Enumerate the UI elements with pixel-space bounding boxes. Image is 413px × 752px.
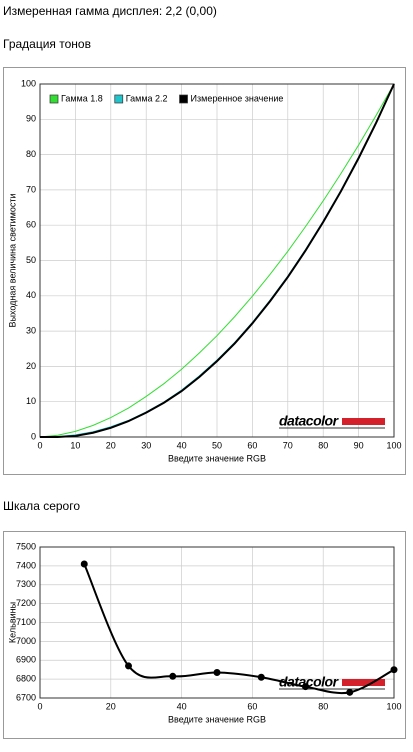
y-tick-label: 0 <box>31 431 36 441</box>
x-tick-label: 100 <box>386 701 401 711</box>
y-tick-label: 20 <box>26 361 36 371</box>
y-tick-label: 80 <box>26 149 36 159</box>
y-tick-label: 6900 <box>16 655 36 665</box>
x-tick-label: 0 <box>37 701 42 711</box>
data-point <box>125 662 132 670</box>
legend-label: Гамма 2.2 <box>126 93 168 103</box>
data-point <box>257 673 265 681</box>
y-tick-label: 7000 <box>16 636 36 646</box>
x-tick-label: 0 <box>37 440 42 450</box>
legend-swatch <box>179 94 188 104</box>
watermark: datacolor <box>279 413 340 429</box>
y-tick-label: 40 <box>26 290 36 300</box>
y-tick-label: 6700 <box>16 692 36 702</box>
x-tick-label: 60 <box>247 440 257 450</box>
x-axis-label: Введите значение RGB <box>168 714 266 724</box>
x-tick-label: 20 <box>106 440 116 450</box>
chart-title: Шкала серого <box>3 499 80 513</box>
x-tick-label: 20 <box>106 701 116 711</box>
y-tick-label: 50 <box>26 255 36 265</box>
y-tick-label: 7100 <box>16 617 36 627</box>
legend-label: Измеренное значение <box>191 93 284 103</box>
y-tick-label: 6800 <box>16 674 36 684</box>
x-tick-label: 80 <box>318 701 328 711</box>
legend-swatch <box>49 94 59 104</box>
y-tick-label: 60 <box>26 220 36 230</box>
y-tick-label: 10 <box>26 396 36 406</box>
x-tick-label: 40 <box>177 440 187 450</box>
plot-border <box>39 83 395 438</box>
y-tick-label: 30 <box>26 325 36 335</box>
x-tick-label: 90 <box>354 440 364 450</box>
x-tick-label: 60 <box>247 701 257 711</box>
data-point <box>80 560 88 568</box>
watermark-bar <box>342 418 385 425</box>
y-axis-label: Кельвины <box>7 602 17 643</box>
watermark: datacolor <box>279 674 340 690</box>
x-tick-label: 40 <box>177 701 187 711</box>
data-point <box>213 669 221 677</box>
legend-swatch <box>114 94 124 104</box>
data-point <box>169 672 177 680</box>
y-tick-label: 7200 <box>16 598 36 608</box>
x-tick-label: 30 <box>141 440 151 450</box>
x-tick-label: 100 <box>386 440 401 450</box>
x-tick-label: 70 <box>283 440 293 450</box>
series-line <box>39 83 395 438</box>
series-line <box>40 83 395 438</box>
data-point <box>302 683 309 691</box>
y-axis-label: Выходная величина светимости <box>7 193 17 327</box>
y-tick-label: 7500 <box>16 541 36 551</box>
y-tick-label: 100 <box>21 78 36 88</box>
y-tick-label: 7300 <box>16 579 36 589</box>
x-tick-label: 50 <box>212 440 222 450</box>
data-point <box>346 688 354 696</box>
x-tick-label: 80 <box>318 440 328 450</box>
y-tick-label: 7400 <box>16 560 36 570</box>
x-axis-label: Введите значение RGB <box>168 453 266 463</box>
y-tick-label: 90 <box>26 114 36 124</box>
page-title: Измеренная гамма дисплея: 2,2 (0,00) <box>3 4 217 18</box>
chart-title: Градация тонов <box>3 37 91 51</box>
data-point <box>390 666 398 674</box>
x-tick-label: 10 <box>70 440 80 450</box>
y-tick-label: 70 <box>26 184 36 194</box>
legend-label: Гамма 1.8 <box>61 93 103 103</box>
plot-border <box>39 546 395 699</box>
watermark-bar <box>342 679 385 686</box>
